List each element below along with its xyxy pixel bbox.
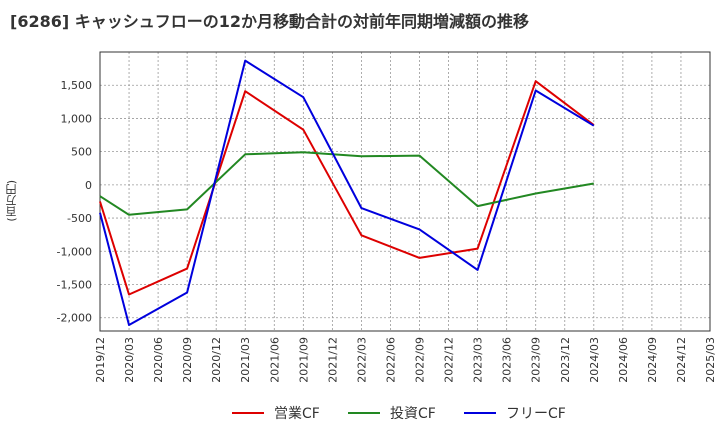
legend: 営業CF 投資CF フリーCF bbox=[232, 406, 566, 422]
series-lines bbox=[99, 59, 595, 326]
legend-label: フリーCF bbox=[506, 406, 566, 422]
plot-area bbox=[99, 51, 711, 332]
y-tick-label: 500 bbox=[71, 146, 92, 159]
y-tick-label: -1,500 bbox=[57, 279, 92, 292]
y-tick-label: -1,000 bbox=[57, 245, 92, 258]
x-tick-label: 2023/09 bbox=[530, 337, 543, 383]
x-tick-label: 2022/12 bbox=[443, 337, 456, 383]
x-tick-label: 2022/06 bbox=[384, 337, 397, 383]
x-tick-label: 2021/09 bbox=[297, 337, 310, 383]
x-tick-label: 2024/12 bbox=[675, 337, 688, 383]
x-tick-label: 2021/06 bbox=[268, 337, 281, 383]
y-tick-label: -500 bbox=[67, 212, 92, 225]
x-tick-label: 2022/03 bbox=[355, 337, 368, 383]
y-tick-label: 1,000 bbox=[61, 112, 93, 125]
x-tick-label: 2020/06 bbox=[152, 337, 165, 383]
x-tick-label: 2019/12 bbox=[94, 337, 107, 383]
series-line bbox=[99, 80, 595, 296]
x-tick-label: 2024/06 bbox=[617, 337, 630, 383]
y-tick-label: 1,500 bbox=[61, 79, 93, 92]
y-axis-ticks: -2,000 -1,500 -1,000 -500 0 500 1,000 1,500 bbox=[57, 79, 92, 325]
x-tick-label: 2023/12 bbox=[559, 337, 572, 383]
x-tick-label: 2025/03 bbox=[704, 337, 717, 383]
x-tick-label: 2023/06 bbox=[501, 337, 514, 383]
y-tick-label: 0 bbox=[85, 179, 92, 192]
legend-label: 投資CF bbox=[390, 406, 436, 422]
y-tick-label: -2,000 bbox=[57, 312, 92, 325]
x-tick-label: 2024/03 bbox=[588, 337, 601, 383]
x-tick-label: 2023/03 bbox=[472, 337, 485, 383]
x-tick-label: 2021/03 bbox=[239, 337, 252, 383]
legend-label: 営業CF bbox=[274, 406, 320, 422]
x-tick-label: 2022/09 bbox=[414, 337, 427, 383]
x-axis-ticks: 2019/12 2020/03 2020/06 2020/09 2020/12 2021/… bbox=[94, 337, 717, 383]
series-line bbox=[99, 59, 595, 326]
x-tick-label: 2024/09 bbox=[646, 337, 659, 383]
grid bbox=[99, 52, 711, 331]
x-tick-label: 2020/12 bbox=[210, 337, 223, 383]
x-tick-label: 2020/09 bbox=[181, 337, 194, 383]
series-line bbox=[99, 151, 594, 216]
chart-title: [6286] キャッシュフローの12か月移動合計の対前年同期増減額の推移 bbox=[10, 12, 529, 31]
x-tick-label: 2021/12 bbox=[326, 337, 339, 383]
x-tick-label: 2020/03 bbox=[123, 337, 136, 383]
